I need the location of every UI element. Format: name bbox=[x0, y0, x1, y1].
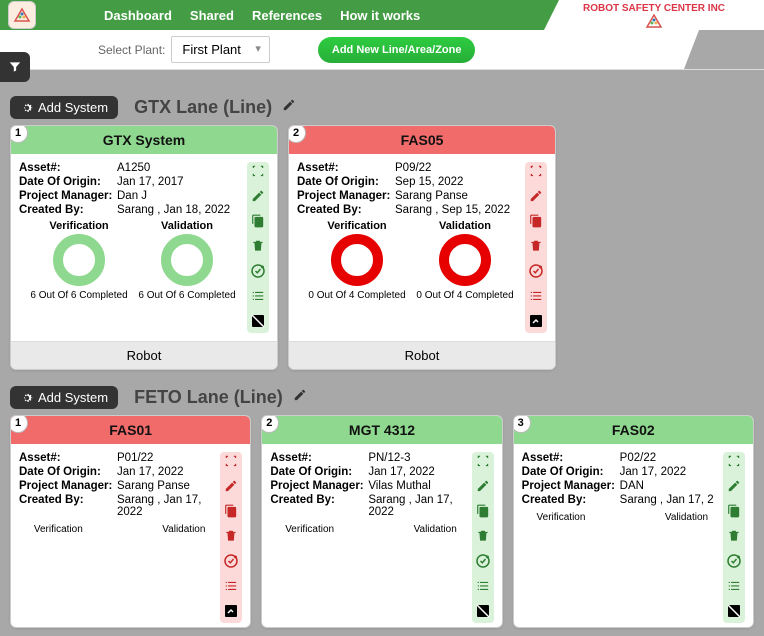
card-header: GTX System bbox=[11, 126, 277, 154]
trash-icon[interactable] bbox=[476, 529, 490, 548]
sub-bar: Select Plant: First Plant Add New Line/A… bbox=[0, 30, 764, 70]
card-actions bbox=[220, 452, 242, 623]
card-info: Asset#:A1250 Date Of Origin:Jan 17, 2017… bbox=[19, 162, 247, 333]
list-icon[interactable] bbox=[727, 579, 741, 598]
check-icon[interactable] bbox=[224, 554, 238, 573]
system-card: 1 FAS01 Asset#:P01/22 Date Of Origin:Jan… bbox=[10, 415, 251, 628]
add-system-button[interactable]: Add System bbox=[10, 96, 118, 119]
company-name: ROBOT SAFETY CENTER INC bbox=[583, 3, 725, 14]
filter-button[interactable] bbox=[0, 52, 30, 82]
edit-lane-button[interactable] bbox=[282, 98, 296, 117]
nav-references[interactable]: References bbox=[252, 8, 322, 23]
card-info: Asset#:P01/22 Date Of Origin:Jan 17, 202… bbox=[19, 452, 220, 623]
card-info: Asset#:P02/22 Date Of Origin:Jan 17, 202… bbox=[522, 452, 723, 623]
card-actions bbox=[525, 162, 547, 333]
lane-title: GTX Lane (Line) bbox=[134, 97, 272, 118]
card-actions bbox=[472, 452, 494, 623]
list-icon[interactable] bbox=[251, 289, 265, 308]
lane-title: FETO Lane (Line) bbox=[134, 387, 283, 408]
list-icon[interactable] bbox=[224, 579, 238, 598]
scan-icon[interactable] bbox=[251, 164, 265, 183]
edit-lane-button[interactable] bbox=[293, 388, 307, 407]
list-icon[interactable] bbox=[529, 289, 543, 308]
cards-row: 1 GTX System Asset#:A1250 Date Of Origin… bbox=[0, 123, 764, 378]
copy-icon[interactable] bbox=[224, 504, 238, 523]
lane-header: Add System GTX Lane (Line) bbox=[0, 88, 764, 123]
pencil-icon[interactable] bbox=[476, 479, 490, 498]
lane-header: Add System FETO Lane (Line) bbox=[0, 378, 764, 413]
card-info: Asset#:P09/22 Date Of Origin:Sep 15, 202… bbox=[297, 162, 525, 333]
select-plant-label: Select Plant: bbox=[98, 43, 165, 57]
copy-icon[interactable] bbox=[529, 214, 543, 233]
plant-select[interactable]: First Plant bbox=[171, 36, 270, 63]
card-actions bbox=[247, 162, 269, 333]
scan-icon[interactable] bbox=[224, 454, 238, 473]
trash-icon[interactable] bbox=[224, 529, 238, 548]
company-badge: ROBOT SAFETY CENTER INC bbox=[544, 0, 764, 30]
system-card: 1 GTX System Asset#:A1250 Date Of Origin… bbox=[10, 125, 278, 370]
trash-icon[interactable] bbox=[251, 239, 265, 258]
nav-how-it-works[interactable]: How it works bbox=[340, 8, 420, 23]
top-nav: Dashboard Shared References How it works… bbox=[0, 0, 764, 30]
img-icon[interactable] bbox=[251, 314, 265, 333]
copy-icon[interactable] bbox=[476, 504, 490, 523]
scan-icon[interactable] bbox=[529, 164, 543, 183]
card-footer[interactable]: Robot bbox=[11, 341, 277, 369]
check-icon[interactable] bbox=[529, 264, 543, 283]
card-header: MGT 4312 bbox=[262, 416, 501, 444]
share-icon[interactable] bbox=[529, 314, 543, 333]
system-card: 3 FAS02 Asset#:P02/22 Date Of Origin:Jan… bbox=[513, 415, 754, 628]
trash-icon[interactable] bbox=[727, 529, 741, 548]
pencil-icon[interactable] bbox=[529, 189, 543, 208]
pencil-icon[interactable] bbox=[727, 479, 741, 498]
brand-logo[interactable] bbox=[8, 1, 36, 29]
nav-shared[interactable]: Shared bbox=[190, 8, 234, 23]
system-card: 2 MGT 4312 Asset#:PN/12-3 Date Of Origin… bbox=[261, 415, 502, 628]
add-line-button[interactable]: Add New Line/Area/Zone bbox=[318, 37, 476, 63]
card-footer[interactable]: Robot bbox=[289, 341, 555, 369]
pencil-icon[interactable] bbox=[251, 189, 265, 208]
list-icon[interactable] bbox=[476, 579, 490, 598]
card-info: Asset#:PN/12-3 Date Of Origin:Jan 17, 20… bbox=[270, 452, 471, 623]
card-actions bbox=[723, 452, 745, 623]
scan-icon[interactable] bbox=[727, 454, 741, 473]
trash-icon[interactable] bbox=[529, 239, 543, 258]
check-icon[interactable] bbox=[251, 264, 265, 283]
check-icon[interactable] bbox=[476, 554, 490, 573]
scan-icon[interactable] bbox=[476, 454, 490, 473]
card-header: FAS02 bbox=[514, 416, 753, 444]
card-header: FAS05 bbox=[289, 126, 555, 154]
copy-icon[interactable] bbox=[727, 504, 741, 523]
share-icon[interactable] bbox=[224, 604, 238, 623]
nav-dashboard[interactable]: Dashboard bbox=[104, 8, 172, 23]
system-card: 2 FAS05 Asset#:P09/22 Date Of Origin:Sep… bbox=[288, 125, 556, 370]
cards-row: 1 FAS01 Asset#:P01/22 Date Of Origin:Jan… bbox=[0, 413, 764, 636]
check-icon[interactable] bbox=[727, 554, 741, 573]
pencil-icon[interactable] bbox=[224, 479, 238, 498]
img-icon[interactable] bbox=[727, 604, 741, 623]
card-header: FAS01 bbox=[11, 416, 250, 444]
img-icon[interactable] bbox=[476, 604, 490, 623]
copy-icon[interactable] bbox=[251, 214, 265, 233]
add-system-button[interactable]: Add System bbox=[10, 386, 118, 409]
